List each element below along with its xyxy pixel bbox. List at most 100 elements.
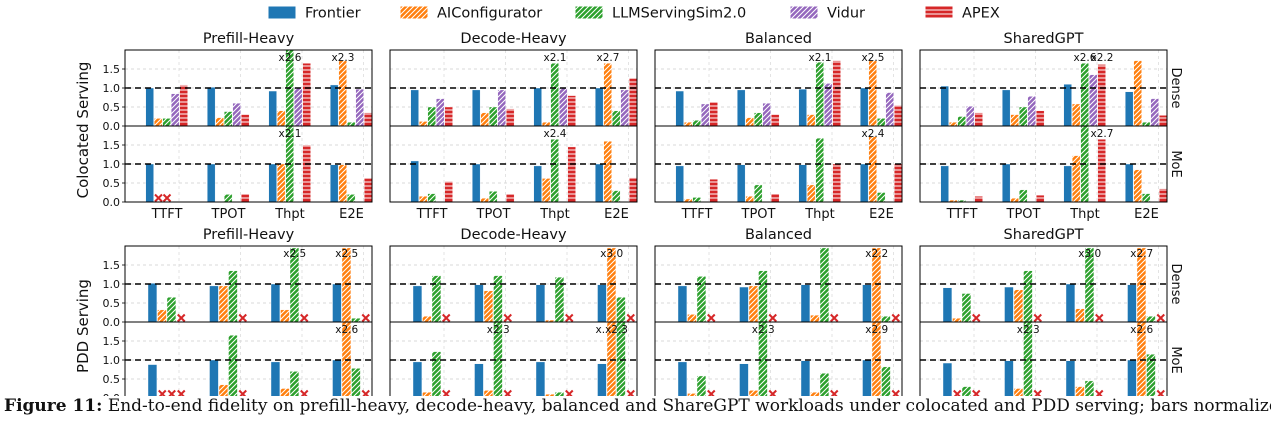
unsupported-marker (626, 389, 635, 396)
bar-aiconfigurator-thpt (542, 178, 551, 203)
panel-frame (389, 321, 638, 396)
overflow-annotation: x2.6 (279, 52, 302, 64)
legend-label-llmservingsim2-0: LLMServingSim2.0 (612, 6, 746, 22)
unsupported-marker (238, 389, 247, 396)
x-tick-label: TTFT (681, 207, 713, 222)
bar-vidur-tpot (762, 102, 771, 127)
bar-llmservingsim2-0-thpt (815, 61, 824, 127)
figure: Frontier AIConfigurator LLMServingSim2.0 Vi… (74, 5, 1183, 396)
bar-apex-thpt (832, 60, 841, 127)
legend: Frontier AIConfigurator LLMServingSim2.0 Vi… (267, 5, 1000, 22)
bar-frontier-ttft (677, 361, 688, 396)
overflow-annotation: x2.1 (544, 52, 567, 64)
unsupported-marker (891, 389, 900, 396)
panel-pdd-serving-dense-decode-heavy: x3.0 (389, 245, 638, 323)
bar-apex-e2e (1159, 115, 1168, 127)
x-tick-label: Thpt (804, 207, 835, 222)
bar-llmservingsim2-0-tpot (754, 184, 763, 203)
overflow-annotation: x2.1 (279, 128, 302, 140)
bar-frontier-tpot (737, 164, 746, 203)
bar-aiconfigurator-tpot (745, 117, 754, 127)
bar-aiconfigurator-e2e (1133, 169, 1142, 203)
bar-aiconfigurator-tpot (1010, 114, 1019, 127)
overflow-annotation: x2.7 (597, 52, 620, 64)
panel-frame (654, 321, 903, 396)
bar-aiconfigurator-e2e (868, 136, 877, 203)
panel-pdd-serving-dense-balanced: x2.2 (654, 245, 903, 323)
legend-label-apex: APEX (962, 6, 1000, 22)
x-tick-label: Thpt (274, 207, 305, 222)
bar-frontier-e2e (332, 283, 342, 323)
overflow-annotation: x2.3 (1017, 324, 1040, 336)
bar-frontier-thpt (533, 165, 542, 203)
bar-apex-e2e (894, 104, 903, 127)
overflow-annotation: x2.5 (335, 248, 358, 260)
bar-apex-e2e (1159, 188, 1168, 203)
bar-llmservingsim2-0-tpot (224, 194, 233, 203)
unsupported-marker (768, 389, 777, 396)
bar-llmservingsim2-0-thpt (554, 392, 565, 396)
panel-colocated-serving-moe-sharedgpt: TTFT TPOT Thpt E2E x2.7 (919, 125, 1168, 222)
overflow-annotation: x2.5 (862, 52, 885, 64)
bar-vidur-tpot (232, 102, 241, 127)
panel-frame (124, 125, 373, 203)
bar-frontier-thpt (800, 360, 811, 396)
bar-frontier-e2e (862, 359, 872, 396)
panel-colocated-serving-dense-prefill-heavy: 0.0 0.5 1.0 1.5 x2.6 x2.3 (103, 49, 373, 133)
bar-frontier-ttft (147, 283, 158, 323)
chart-panels: Colocated Serving Prefill-Heavy Decode-Hea… (74, 31, 1183, 396)
x-tick-label: TTFT (151, 207, 183, 222)
unsupported-marker (1095, 313, 1104, 323)
bar-frontier-ttft (942, 287, 953, 323)
bar-aiconfigurator-e2e (868, 60, 877, 127)
bar-frontier-tpot (1002, 163, 1011, 203)
bar-aiconfigurator-tpot (1010, 197, 1019, 203)
bar-aiconfigurator-ttft (687, 314, 697, 323)
bar-llmservingsim2-0-thpt (1084, 380, 1095, 396)
bar-aiconfigurator-e2e (338, 60, 347, 127)
x-tick-label: TPOT (741, 207, 776, 222)
bar-vidur-tpot (1027, 96, 1036, 127)
bar-llmservingsim2-0-ttft (166, 297, 177, 323)
bar-apex-tpot (771, 193, 780, 203)
x-tick-label: Thpt (1069, 207, 1100, 222)
bar-llmservingsim2-0-ttft (961, 386, 972, 396)
y-tick-label: 0.0 (103, 196, 121, 209)
panel-title-sharedgpt: SharedGPT (1004, 227, 1084, 243)
bar-aiconfigurator-ttft (422, 316, 432, 323)
bar-llmservingsim2-0-ttft (427, 106, 436, 127)
bar-frontier-ttft (410, 89, 419, 127)
unsupported-marker (167, 389, 176, 396)
bar-llmservingsim2-0-tpot (1019, 189, 1028, 203)
overflow-annotation: x3.0 (1078, 248, 1101, 260)
group-label-colocated-serving: Colocated Serving (74, 62, 92, 199)
panel-colocated-serving-moe-prefill-heavy: 0.0 0.5 1.0 1.5 TTFT TPOT Thpt E2E x2.1 (103, 125, 373, 222)
bar-frontier-thpt (268, 90, 277, 127)
panel-colocated-serving-dense-balanced: x2.1 x2.5 (654, 49, 903, 127)
bar-aiconfigurator-e2e (603, 140, 612, 203)
unsupported-marker (707, 389, 716, 396)
bar-frontier-thpt (798, 164, 807, 203)
bar-llmservingsim2-0-ttft (692, 120, 701, 127)
x-tick-label: E2E (339, 207, 364, 222)
bar-llmservingsim2-0-ttft (431, 351, 442, 396)
bar-apex-e2e (629, 177, 638, 203)
bar-llmservingsim2-0-e2e (612, 190, 621, 203)
bar-vidur-ttft (966, 106, 975, 127)
bar-llmservingsim2-0-tpot (1019, 106, 1028, 127)
bar-frontier-tpot (737, 89, 746, 127)
bar-llmservingsim2-0-e2e (351, 318, 361, 323)
bar-llmservingsim2-0-tpot (758, 270, 768, 323)
overflow-annotation: x2.4 (862, 128, 885, 140)
bar-llmservingsim2-0-thpt (550, 63, 559, 127)
bar-frontier-tpot (474, 363, 484, 396)
overflow-annotation: x2.6 (1074, 52, 1097, 64)
x-tick-label: E2E (604, 207, 629, 222)
bar-apex-thpt (1097, 64, 1106, 127)
bar-vidur-ttft (436, 98, 445, 127)
bar-aiconfigurator-thpt (1075, 308, 1085, 323)
bar-aiconfigurator-thpt (1072, 103, 1081, 127)
bar-frontier-thpt (1063, 83, 1072, 127)
